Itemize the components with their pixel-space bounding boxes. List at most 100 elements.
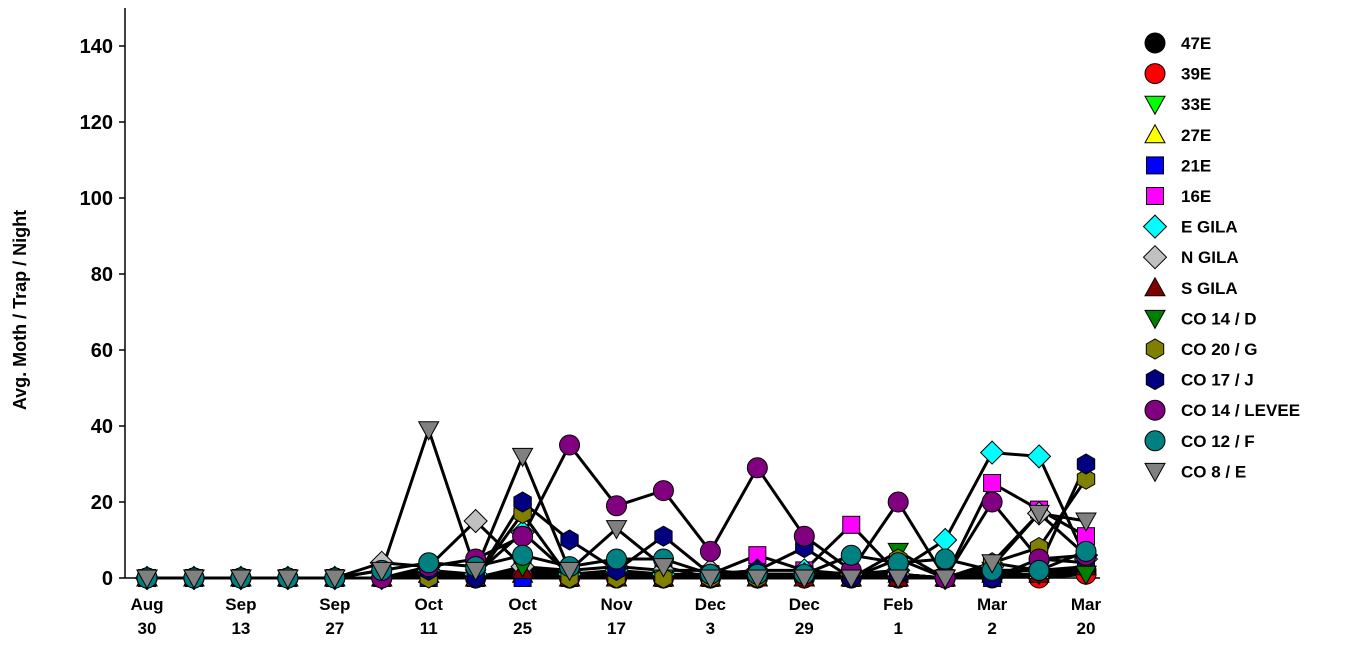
data-point-co-8-e bbox=[652, 558, 675, 578]
x-tick-label: Dec 29 bbox=[789, 595, 820, 638]
legend-label: 21E bbox=[1181, 156, 1211, 175]
legend-item-co-17-j: CO 17 / J bbox=[1145, 369, 1254, 391]
legend-item-co-20-g: CO 20 / G bbox=[1145, 338, 1258, 360]
legend-marker-co-12-f bbox=[1144, 430, 1166, 452]
legend-marker-co-17-j bbox=[1145, 369, 1165, 391]
legend-item-e-gila: E GILA bbox=[1142, 214, 1238, 239]
legend-marker-33e bbox=[1144, 95, 1166, 116]
data-point-co-12-f bbox=[934, 548, 956, 570]
legend-label: CO 14 / D bbox=[1181, 309, 1257, 328]
legend-item-21e: 21E bbox=[1146, 156, 1211, 175]
data-point-co-14-levee bbox=[981, 491, 1003, 513]
data-point-co-8-e bbox=[1075, 512, 1097, 533]
x-tick-label: Nov 17 bbox=[600, 595, 633, 638]
data-point-co-14-levee bbox=[606, 495, 627, 517]
data-point-co-8-e bbox=[981, 554, 1003, 574]
legend: 47E 39E 33E 27E 21E 16E E GILA N GILA S GILA CO 1… bbox=[1142, 32, 1300, 483]
data-point-e-gila bbox=[932, 527, 958, 553]
legend-item-co-14-levee: CO 14 / LEVEE bbox=[1144, 399, 1300, 421]
legend-label: CO 17 / J bbox=[1181, 371, 1254, 390]
legend-marker-39e bbox=[1144, 63, 1166, 85]
data-point-16e bbox=[983, 474, 1002, 492]
legend-marker-s-gila bbox=[1144, 276, 1166, 297]
data-point-co-14-levee bbox=[652, 480, 674, 502]
data-point-co-8-e bbox=[511, 447, 534, 468]
legend-label: 47E bbox=[1181, 34, 1211, 53]
x-tick-label: Aug 30 bbox=[130, 595, 163, 638]
legend-marker-21e bbox=[1146, 156, 1164, 175]
y-tick-label: 140 bbox=[80, 36, 113, 58]
legend-marker-47e bbox=[1144, 32, 1166, 54]
data-point-co-8-e bbox=[746, 569, 769, 590]
y-tick-label: 20 bbox=[91, 492, 113, 514]
data-point-co-12-f bbox=[1028, 559, 1050, 581]
legend-label: E GILA bbox=[1181, 218, 1238, 237]
data-point-co-8-e bbox=[934, 569, 956, 590]
legend-item-33e: 33E bbox=[1144, 95, 1211, 116]
data-point-co-17-j bbox=[560, 529, 579, 551]
data-point-co-17-j bbox=[654, 525, 673, 547]
legend-marker-co-20-g bbox=[1145, 338, 1165, 360]
data-point-co-12-f bbox=[840, 544, 862, 566]
y-tick-label: 60 bbox=[91, 340, 113, 362]
y-tick-label: 0 bbox=[102, 568, 113, 590]
legend-label: 39E bbox=[1181, 65, 1211, 84]
data-point-co-8-e bbox=[699, 569, 722, 590]
data-point-co-8-e bbox=[183, 569, 205, 590]
legend-marker-co-14-d bbox=[1144, 309, 1166, 330]
data-point-co-20-g bbox=[654, 567, 673, 589]
legend-item-16e: 16E bbox=[1146, 187, 1211, 206]
legend-label: S GILA bbox=[1181, 279, 1238, 298]
data-point-co-8-e bbox=[887, 569, 910, 590]
data-point-co-8-e bbox=[323, 569, 346, 590]
series-markers bbox=[134, 421, 1099, 591]
legend-item-s-gila: S GILA bbox=[1144, 276, 1238, 298]
legend-marker-e-gila bbox=[1142, 214, 1168, 239]
data-point-co-14-levee bbox=[793, 525, 815, 547]
legend-label: CO 12 / F bbox=[1181, 432, 1255, 451]
data-point-n-gila bbox=[463, 508, 488, 534]
legend-item-47e: 47E bbox=[1144, 32, 1211, 54]
legend-item-n-gila: N GILA bbox=[1142, 244, 1239, 270]
legend-label: CO 20 / G bbox=[1181, 340, 1258, 359]
data-point-co-8-e bbox=[605, 520, 628, 540]
data-point-co-14-levee bbox=[512, 525, 534, 547]
x-tick-label: Dec 3 bbox=[695, 595, 726, 638]
x-tick-label: Oct 11 bbox=[415, 595, 444, 638]
legend-label: 16E bbox=[1181, 187, 1211, 206]
y-axis-label: Avg. Moth / Trap / Night bbox=[10, 210, 30, 410]
data-point-co-14-levee bbox=[699, 540, 721, 562]
data-point-co-14-levee bbox=[559, 434, 581, 456]
data-point-co-8-e bbox=[558, 561, 581, 582]
series-points-co-8-e bbox=[136, 421, 1097, 590]
x-tick-label: Sep 27 bbox=[319, 595, 350, 638]
data-point-co-17-j bbox=[513, 491, 532, 513]
x-tick-label: Mar 20 bbox=[1071, 595, 1102, 638]
data-point-co-8-e bbox=[793, 569, 816, 590]
x-tick-label: Feb 1 bbox=[883, 595, 913, 638]
data-point-16e bbox=[842, 515, 861, 534]
legend-label: CO 8 / E bbox=[1181, 462, 1246, 481]
axes: 0 20 40 60 80 100 120 140 Aug 30 Sep 13 Sep 27 Oct 11 Oc… bbox=[80, 8, 1102, 638]
legend-item-co-12-f: CO 12 / F bbox=[1144, 430, 1255, 452]
y-tick-label: 40 bbox=[91, 416, 113, 438]
data-point-co-8-e bbox=[230, 569, 252, 590]
data-point-co-8-e bbox=[136, 569, 158, 590]
data-point-co-8-e bbox=[417, 421, 440, 441]
legend-marker-n-gila bbox=[1142, 244, 1168, 270]
data-point-co-20-g bbox=[1076, 468, 1096, 490]
legend-label: N GILA bbox=[1181, 248, 1239, 267]
data-point-e-gila bbox=[1026, 444, 1052, 469]
legend-item-co-8-e: CO 8 / E bbox=[1144, 462, 1246, 483]
data-point-co-14-levee bbox=[887, 491, 909, 513]
y-tick-label: 120 bbox=[80, 112, 113, 134]
y-tick-label: 80 bbox=[91, 264, 113, 286]
legend-label: 27E bbox=[1181, 126, 1211, 145]
y-tick-label: 100 bbox=[80, 188, 113, 210]
legend-label: CO 14 / LEVEE bbox=[1181, 401, 1300, 420]
data-point-co-14-levee bbox=[746, 457, 768, 479]
data-point-co-12-f bbox=[512, 544, 534, 566]
data-point-co-8-e bbox=[840, 569, 863, 590]
